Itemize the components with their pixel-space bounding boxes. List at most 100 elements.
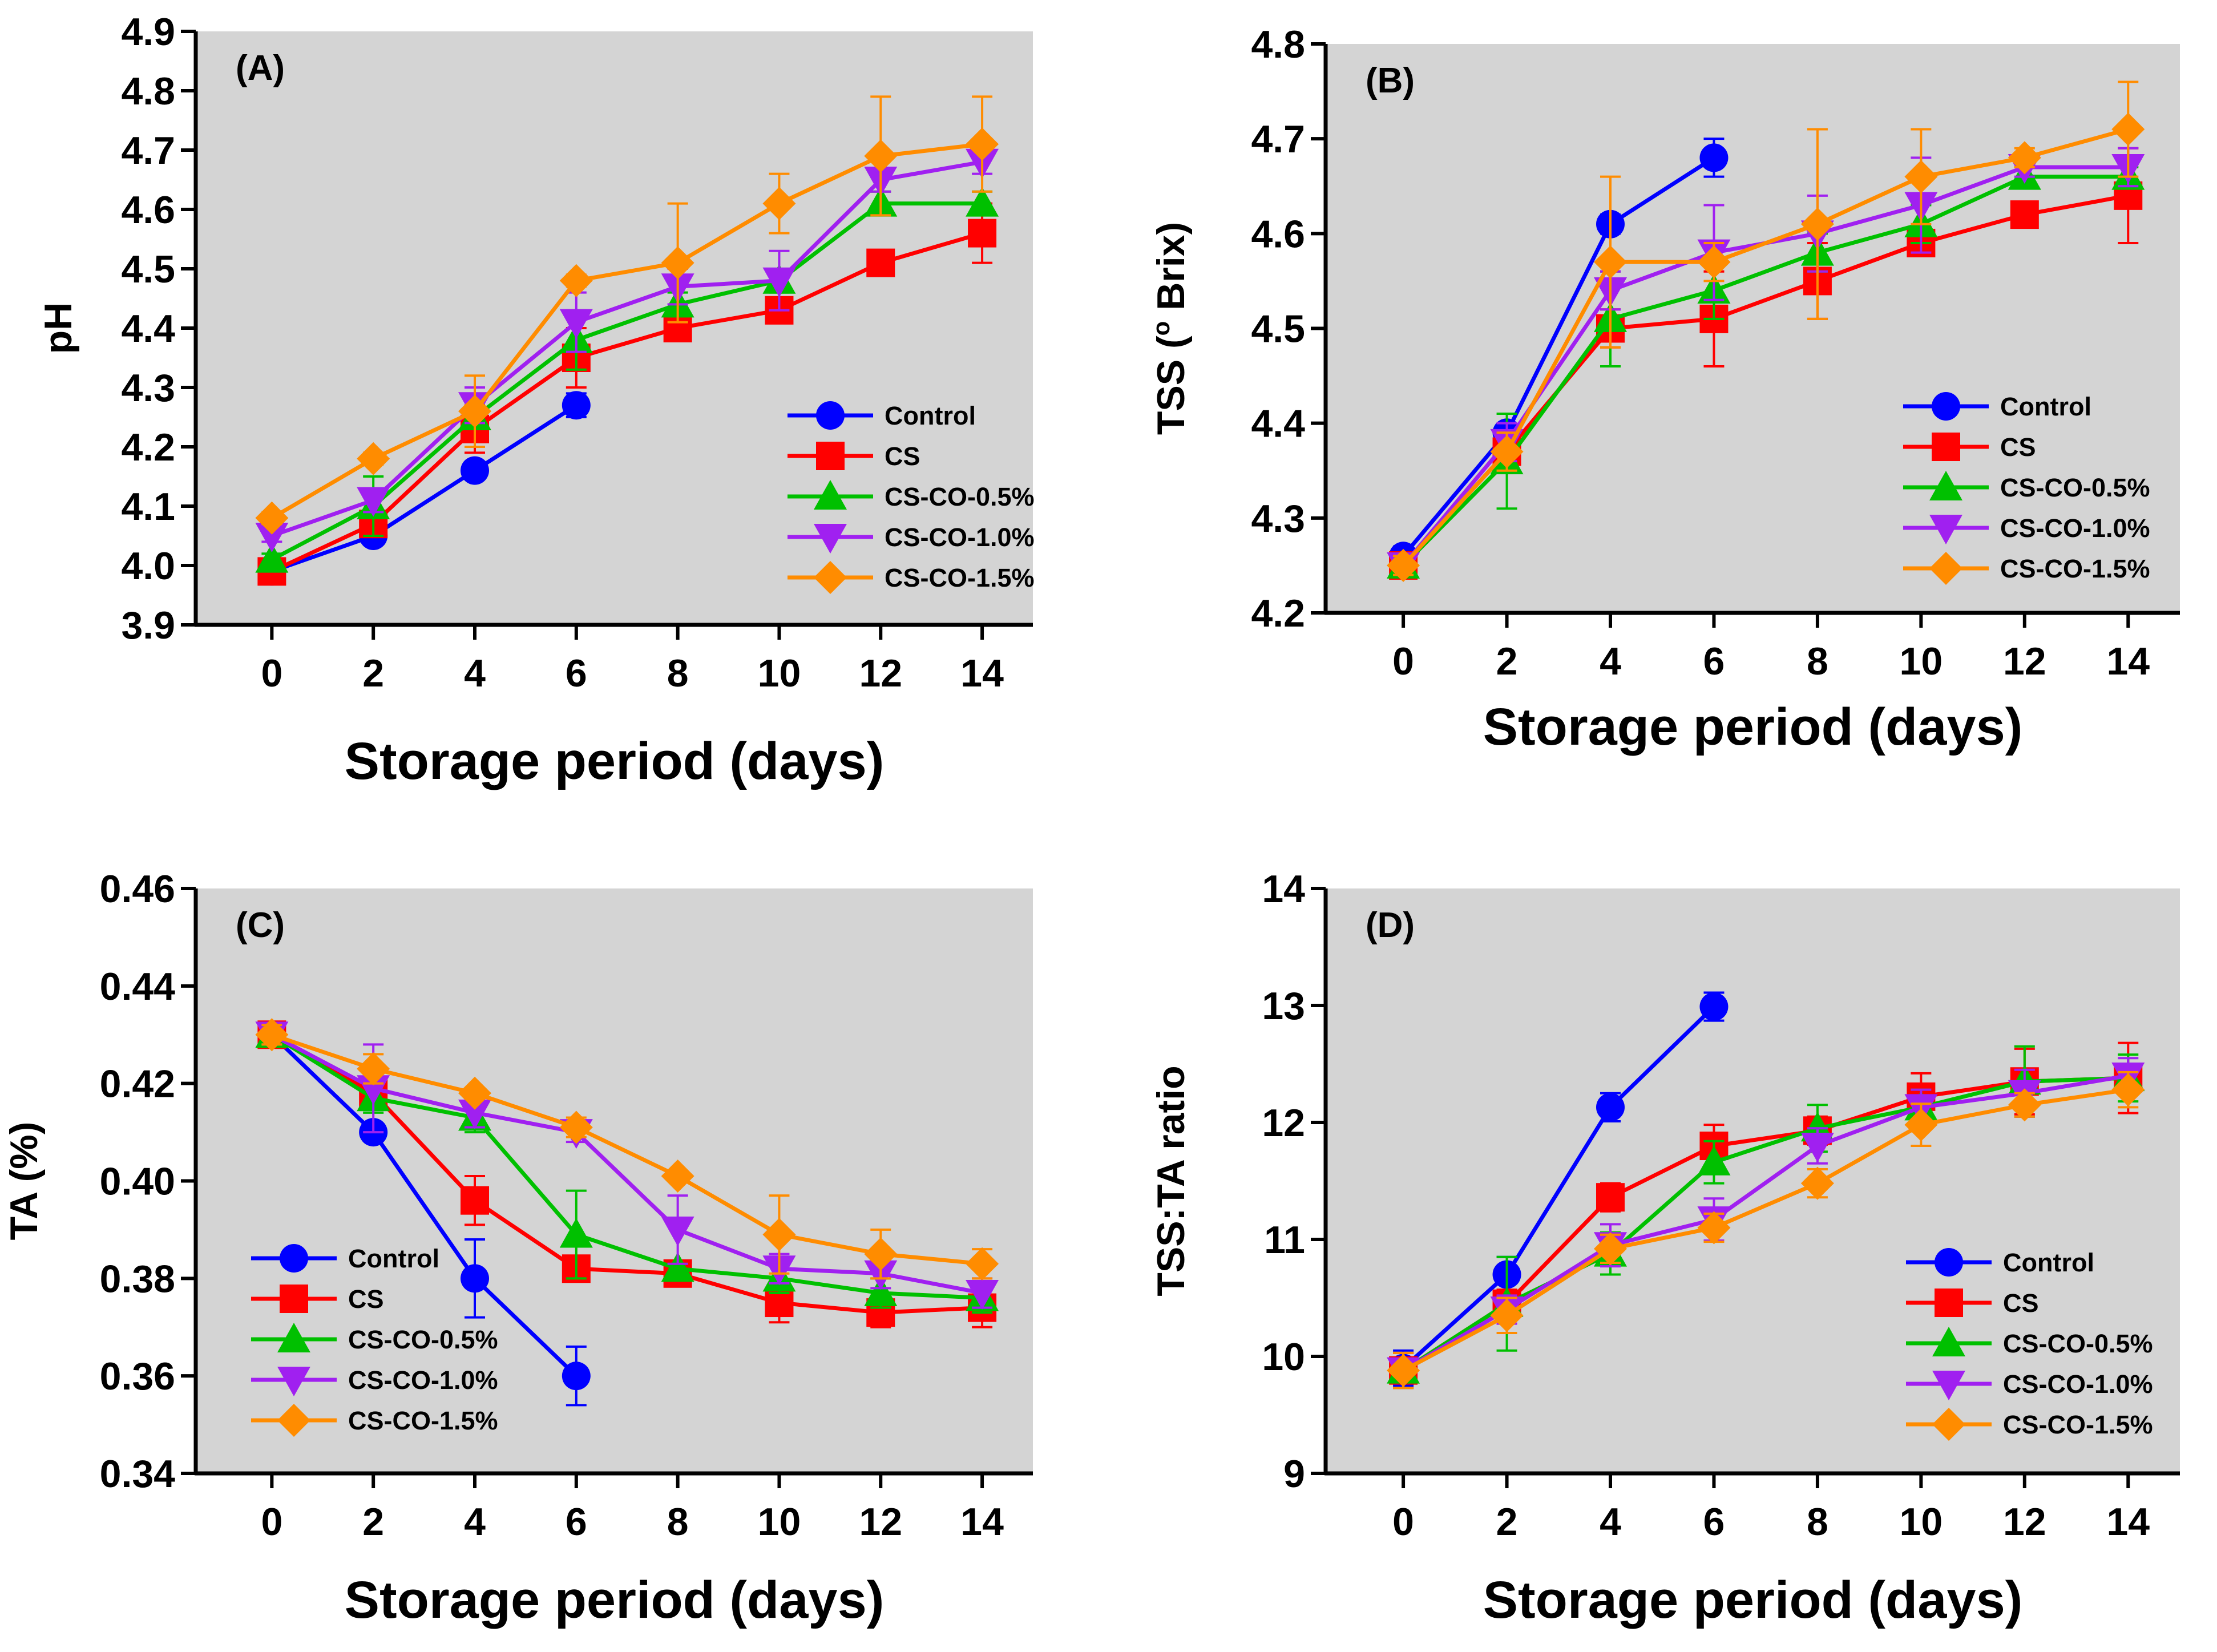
chart-panel-b: 4.2 4.3 4.4 4.5 4.6 4.7 4.8 0 2 4 6 8 10 12 14 Storage … <box>1148 23 2180 756</box>
data-point <box>1800 207 1834 241</box>
data-point <box>2111 112 2145 146</box>
data-point <box>562 1362 591 1391</box>
data-point <box>762 267 796 297</box>
data-point <box>1490 1299 1524 1332</box>
series-line <box>270 1033 983 1315</box>
legend-label: CS <box>348 1285 384 1314</box>
y-axis-title: TA (%) <box>2 1122 46 1241</box>
y-tick-label: 4.9 <box>121 10 175 54</box>
series-line <box>1402 1073 2129 1372</box>
plot-background <box>1326 44 2180 613</box>
x-tick-label: 4 <box>464 1500 486 1544</box>
chart-panel-d: 9 10 11 12 13 14 0 2 4 6 8 10 12 14 Storage period (da… <box>1149 867 2180 1629</box>
x-tick-label: 14 <box>2106 1500 2150 1544</box>
legend-label: CS-CO-1.5% <box>2000 554 2150 583</box>
y-tick-label: 4.3 <box>121 366 175 410</box>
series-line <box>1402 1005 1715 1370</box>
legend-swatch-marker <box>280 1244 308 1273</box>
legend-label: CS-CO-0.5% <box>2000 473 2150 502</box>
data-point <box>255 523 289 552</box>
data-point <box>762 187 796 220</box>
x-tick-label: 12 <box>859 1500 902 1544</box>
data-point <box>562 391 591 420</box>
x-tick-label: 8 <box>1807 1500 1828 1544</box>
panel-label: (A) <box>236 49 285 88</box>
y-tick-label: 4.5 <box>121 248 175 291</box>
y-axis-title: pH <box>37 302 80 354</box>
data-point <box>966 1279 999 1310</box>
series-line <box>1402 156 1715 558</box>
legend-swatch-marker <box>1929 471 1962 500</box>
x-tick-label: 2 <box>1496 1500 1518 1544</box>
legend-label: CS-CO-1.0% <box>2000 514 2150 543</box>
x-axis-title: Storage period (days) <box>1483 1571 2023 1629</box>
legend-label: CS-CO-1.0% <box>885 523 1035 552</box>
x-tick-label: 12 <box>2003 640 2046 683</box>
y-tick-label: 4.2 <box>121 426 175 469</box>
y-tick-label: 4.6 <box>1251 212 1305 256</box>
data-point <box>661 1252 694 1282</box>
x-tick-label: 10 <box>758 1500 801 1544</box>
x-tick-label: 0 <box>1392 1500 1414 1544</box>
series-line <box>1402 1076 2129 1372</box>
data-point <box>1800 1166 1834 1200</box>
y-axis-title: TSS (o Brix) <box>1148 222 1193 435</box>
legend-label: CS <box>2000 433 2036 462</box>
legend-swatch-marker <box>277 1404 310 1437</box>
x-tick-label: 8 <box>1807 640 1828 683</box>
legend-label: Control <box>885 401 976 430</box>
y-tick-label: 0.34 <box>100 1452 176 1496</box>
legend-label: Control <box>348 1244 439 1273</box>
data-point <box>1387 1354 1420 1387</box>
series-line <box>1402 1088 2129 1372</box>
series-line <box>271 160 983 538</box>
legend-swatch-marker <box>1932 1371 1965 1400</box>
y-tick-label: 9 <box>1283 1452 1305 1496</box>
x-tick-label: 4 <box>464 652 486 695</box>
data-point <box>461 1186 489 1215</box>
x-tick-label: 4 <box>1600 1500 1621 1544</box>
x-tick-label: 12 <box>2003 1500 2046 1544</box>
legend-swatch-marker <box>1929 515 1962 544</box>
series-line <box>270 1033 983 1300</box>
x-tick-label: 14 <box>960 652 1004 695</box>
x-tick-label: 2 <box>362 652 384 695</box>
data-point <box>864 1276 898 1306</box>
chart-panel-c: 0.34 0.36 0.38 0.40 0.42 0.44 0.46 0 2 4 6 8 10 12 14 S… <box>2 867 1033 1629</box>
series-line <box>270 1033 578 1378</box>
x-tick-label: 6 <box>1703 1500 1725 1544</box>
series-cs-co-1-5- <box>255 95 999 535</box>
data-point <box>968 219 997 248</box>
data-point <box>458 394 491 428</box>
data-point <box>1387 548 1420 582</box>
x-tick-label: 14 <box>960 1500 1004 1544</box>
y-tick-label: 4.5 <box>1251 308 1305 351</box>
legend-swatch-marker <box>1929 552 1962 585</box>
data-point <box>2008 1088 2041 1122</box>
y-tick-label: 0.40 <box>100 1160 175 1203</box>
data-point <box>1490 435 1524 468</box>
legend: Control CS CS-CO-0.5% CS-CO-1.0% CS-CO-1.5% <box>1903 392 2150 585</box>
series-line <box>1402 175 2129 567</box>
y-axis-title: TSS:TA ratio <box>1149 1065 1193 1296</box>
y-tick-label: 4.7 <box>1251 118 1305 161</box>
y-tick-label: 14 <box>1262 867 1305 911</box>
x-tick-label: 0 <box>261 1500 282 1544</box>
y-tick-label: 0.46 <box>100 867 175 911</box>
y-tick-label: 4.8 <box>121 70 175 113</box>
data-point <box>357 1052 390 1086</box>
data-point <box>1699 992 1729 1021</box>
data-point <box>2008 141 2041 175</box>
plot-background <box>1326 888 2180 1473</box>
panel-label: (D) <box>1366 906 1415 945</box>
x-tick-label: 14 <box>2106 640 2150 683</box>
legend-swatch-marker <box>1932 1327 1965 1356</box>
data-point <box>1697 1211 1731 1245</box>
legend: Control CS CS-CO-0.5% CS-CO-1.0% CS-CO-1.5% <box>251 1244 498 1437</box>
series-line <box>271 403 578 573</box>
data-point <box>661 246 694 280</box>
legend-swatch-marker <box>1932 433 1960 461</box>
data-point <box>1904 1108 1938 1142</box>
x-tick-label: 10 <box>1900 1500 1943 1544</box>
